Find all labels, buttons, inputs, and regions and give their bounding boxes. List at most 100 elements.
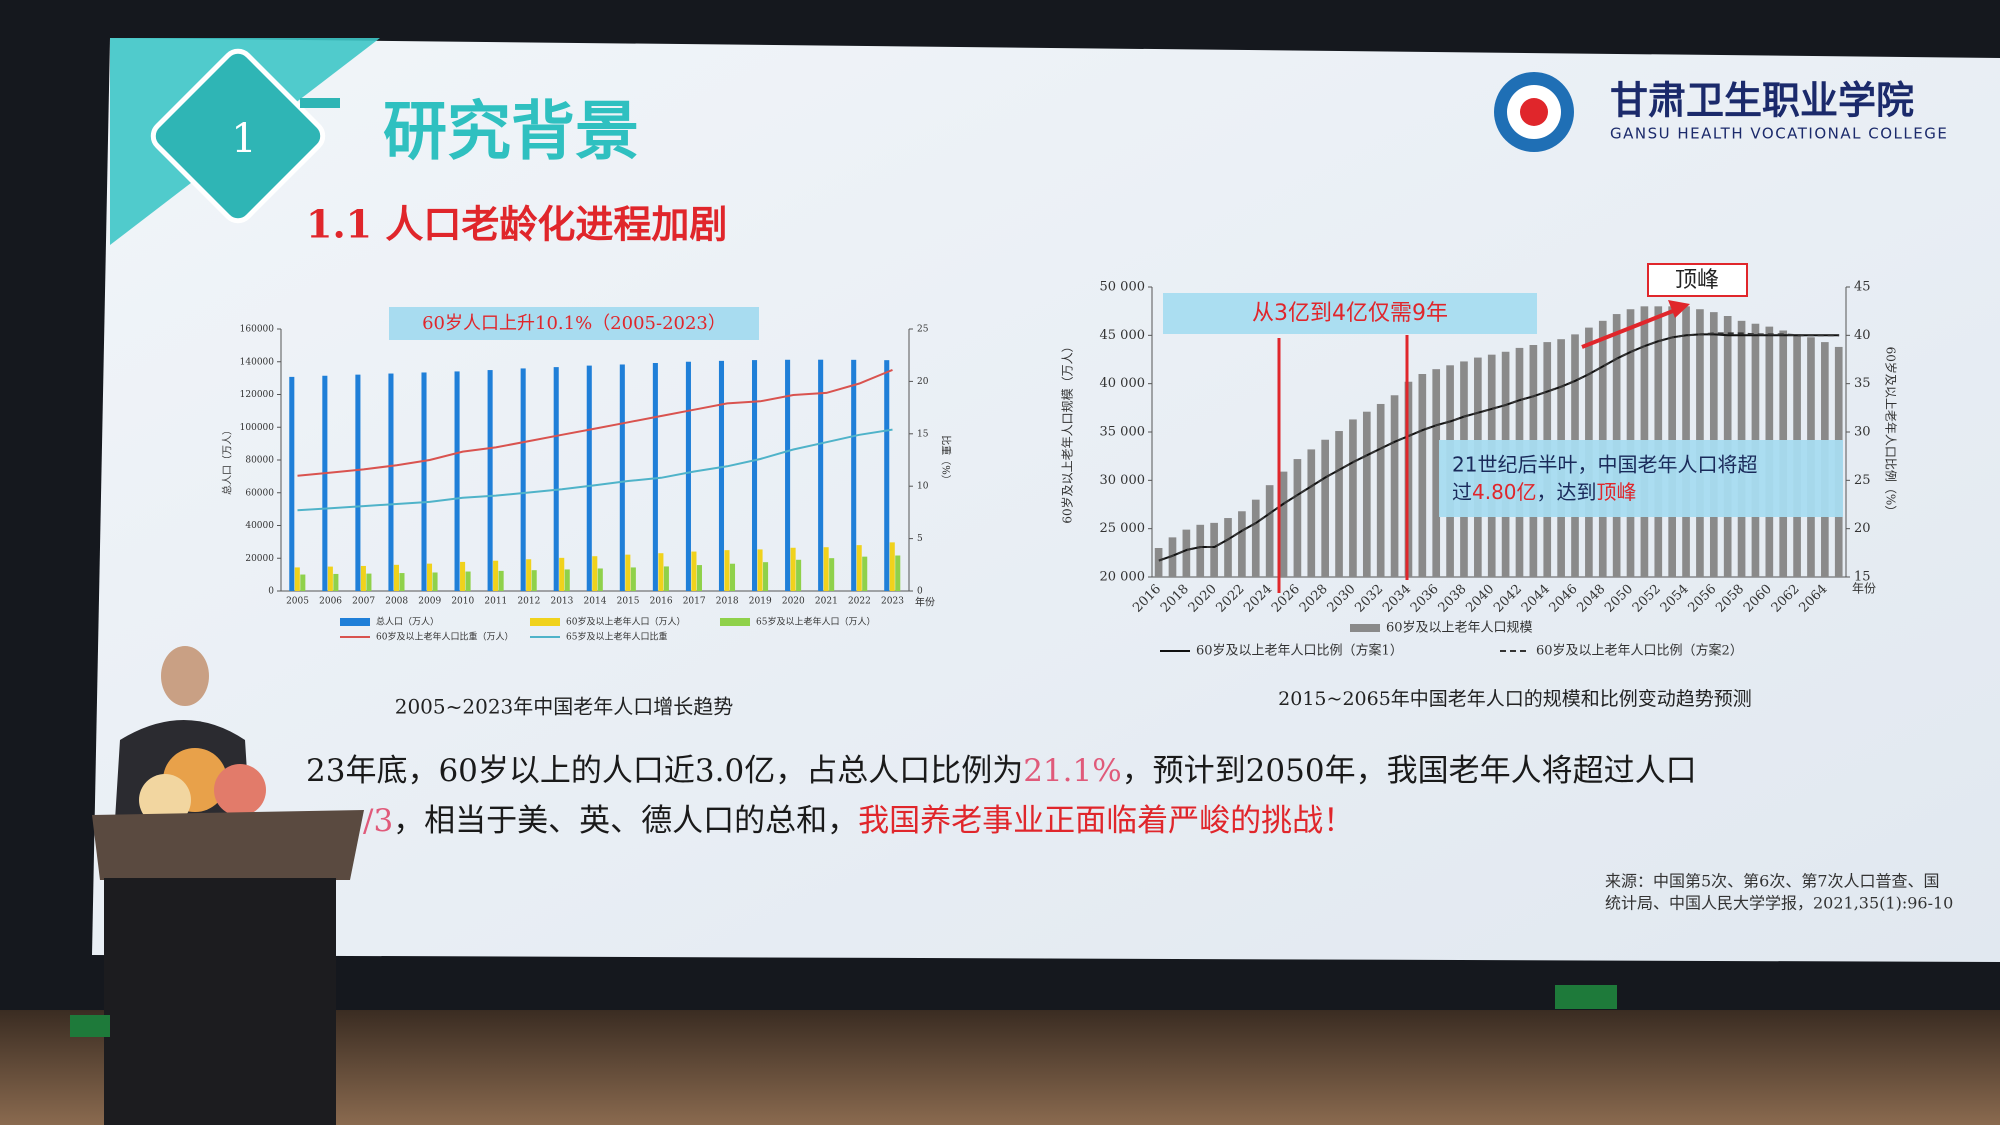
y-tick-label: 0 (268, 587, 274, 597)
bar (553, 367, 559, 591)
section-number: 1 (231, 116, 256, 162)
bar (355, 374, 361, 591)
callout-line: 21世纪后半叶，中国老年人口将超 (1452, 453, 1757, 477)
bar (630, 567, 636, 591)
y2-tick-label: 20 (917, 377, 929, 387)
bar (752, 360, 758, 591)
section-title: 研究背景 (383, 96, 639, 170)
y-tick-label: 40000 (245, 521, 274, 531)
bar (520, 368, 526, 591)
bar (426, 563, 433, 591)
bar (796, 559, 802, 591)
bar (1154, 548, 1163, 577)
bar (718, 360, 725, 591)
legend-label: 总人口（万人） (376, 616, 439, 628)
y2-tick-label: 15 (1854, 570, 1871, 585)
text-run: /3 (363, 803, 393, 839)
bar (1362, 411, 1371, 577)
bar (884, 360, 890, 591)
x-tick-label: 2012 (517, 597, 540, 607)
bar (1293, 459, 1302, 577)
bar (1251, 499, 1260, 577)
bar (432, 572, 438, 591)
body-text: 23年底，60岁以上的人口近3.0亿，占总人口比例为21.1%，预计到2050年… (306, 753, 1697, 839)
text-run: 过 (1452, 480, 1472, 504)
exit-sign (70, 1015, 110, 1037)
x-tick-label: 2022 (848, 597, 871, 607)
y2-axis-label: 比重（%） (940, 435, 953, 485)
speaker-head (161, 646, 209, 706)
x-axis-label: 年份 (915, 596, 935, 609)
x-tick-label: 2018 (716, 597, 739, 607)
y-tick-label: 120000 (240, 390, 275, 400)
x-tick-label: 2013 (550, 597, 573, 607)
bar (393, 564, 399, 591)
bar (823, 547, 829, 591)
bar (685, 361, 691, 591)
bar (421, 372, 427, 591)
y2-tick-label: 40 (1854, 328, 1871, 343)
legend-swatch (1350, 624, 1380, 632)
bar (531, 570, 537, 591)
bar (493, 560, 499, 591)
bar (559, 557, 565, 591)
bar (1196, 524, 1205, 577)
bar (360, 565, 366, 591)
bar (294, 567, 300, 591)
y-tick-label: 20 000 (1100, 570, 1146, 585)
x-tick-label: 2014 (584, 597, 607, 607)
y2-tick-label: 20 (1854, 521, 1871, 536)
section-badge (150, 48, 326, 224)
bar (1265, 485, 1274, 577)
subtitle: 1.1 人口老龄化进程加剧 (306, 202, 727, 247)
bar (333, 573, 339, 591)
flowers (214, 764, 266, 816)
text-run: ，预计到2050年，我国老年人将超过人口 (1122, 753, 1697, 789)
legend-label: 60岁及以上老年人口（万人） (566, 616, 685, 628)
text-run: ，达到 (1537, 480, 1597, 504)
y-tick-label: 35 000 (1100, 425, 1146, 440)
line (297, 368, 893, 477)
source-line: 来源：中国第5次、第6次、第7次人口普查、国 (1605, 872, 1940, 891)
bar (829, 558, 835, 591)
bar (388, 373, 394, 591)
bar (663, 566, 669, 591)
y2-tick-label: 5 (917, 534, 923, 544)
arrow-head (1668, 300, 1690, 318)
x-tick-label: 2020 (782, 597, 805, 607)
y2-tick-label: 0 (917, 587, 923, 597)
bar (895, 555, 901, 591)
text-run: ，相当于美、英、德人口的总和， (393, 803, 858, 839)
bar (625, 554, 631, 591)
bar (1307, 449, 1316, 577)
y2-tick-label: 30 (1854, 425, 1871, 440)
bar (724, 550, 730, 591)
y-tick-label: 100000 (240, 423, 275, 433)
y-tick-label: 20000 (245, 554, 274, 564)
annotation: 从3亿到4亿仅需9年 (1252, 301, 1448, 326)
y-tick-label: 45 000 (1100, 328, 1146, 343)
chart: 0 20000 40000 60000 80000 100000 120000 140000 1… (221, 325, 953, 643)
x-tick-label: 2021 (815, 597, 838, 607)
bar (889, 542, 895, 591)
text-run: 顶峰 (1597, 480, 1637, 504)
annotation-box (1647, 263, 1748, 297)
text-run: 21.1% (1023, 753, 1121, 789)
bar (851, 359, 857, 591)
badge-bar (300, 98, 340, 108)
exit-sign (1555, 985, 1617, 1009)
legend-label: 60岁及以上老年人口比重（万人） (376, 631, 513, 643)
legend-swatch (340, 618, 370, 626)
bar (322, 375, 328, 591)
callout-box (1439, 440, 1843, 517)
bar (790, 547, 796, 591)
annotation-box (1163, 293, 1537, 334)
y2-axis-label: 60岁及以上老年人口比例（%） (1884, 347, 1899, 518)
bar (586, 365, 592, 591)
body-line: 23年底，60岁以上的人口近3.0亿，占总人口比例为21.1%，预计到2050年… (306, 753, 1697, 789)
chart-title-box (389, 307, 759, 340)
legend-label: 60岁及以上老年人口比例（方案1） (1196, 643, 1403, 659)
bar (526, 559, 532, 591)
arrow (1581, 307, 1679, 349)
